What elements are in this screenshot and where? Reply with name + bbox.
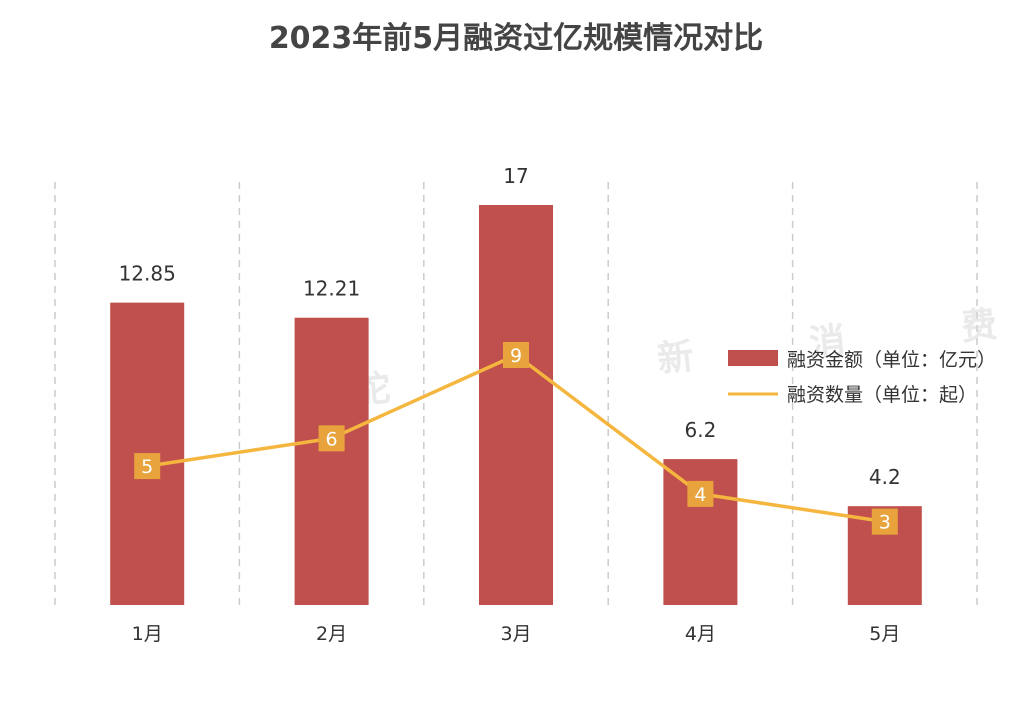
- line-marker: [687, 480, 714, 507]
- legend-bar-swatch: [728, 350, 778, 366]
- line-marker: [134, 453, 161, 480]
- bar-value-label: 6.2: [684, 418, 716, 442]
- x-tick-label: 1月: [132, 623, 163, 645]
- bar: [294, 317, 369, 605]
- bar-value-label: 17: [503, 164, 528, 188]
- bar: [479, 205, 553, 605]
- line-layer: 5 6 9 4 3: [134, 342, 898, 535]
- x-tick-label: 5月: [869, 623, 900, 645]
- line-marker-label: 4: [694, 484, 706, 506]
- legend-bar-label: 融资金额（单位：亿元）: [787, 349, 996, 371]
- grid-layer: [54, 182, 978, 606]
- legend: 融资金额（单位：亿元） 融资数量（单位：起）: [728, 349, 996, 406]
- chart-title: 2023年前5月融资过亿规模情况对比: [269, 21, 763, 56]
- x-tick-label: 4月: [685, 623, 716, 645]
- line-marker: [871, 508, 898, 535]
- bar-layer: 12.85 12.21 17 6.2 4.2: [110, 164, 922, 605]
- bar-value-label: 4.2: [869, 465, 901, 489]
- x-tick-label: 3月: [500, 623, 531, 645]
- line-marker-label: 9: [510, 345, 522, 367]
- line-marker-label: 6: [326, 428, 338, 450]
- x-axis-ticks: 1月 2月 3月 4月 5月: [132, 623, 901, 645]
- x-tick-label: 2月: [316, 623, 347, 645]
- legend-line-label: 融资数量（单位：起）: [787, 384, 977, 406]
- line-marker: [318, 425, 345, 452]
- line-marker-label: 3: [879, 512, 891, 534]
- line-marker-label: 5: [141, 456, 153, 478]
- bar-value-label: 12.21: [303, 277, 360, 301]
- bar-value-label: 12.85: [119, 262, 176, 286]
- line-marker: [503, 342, 529, 368]
